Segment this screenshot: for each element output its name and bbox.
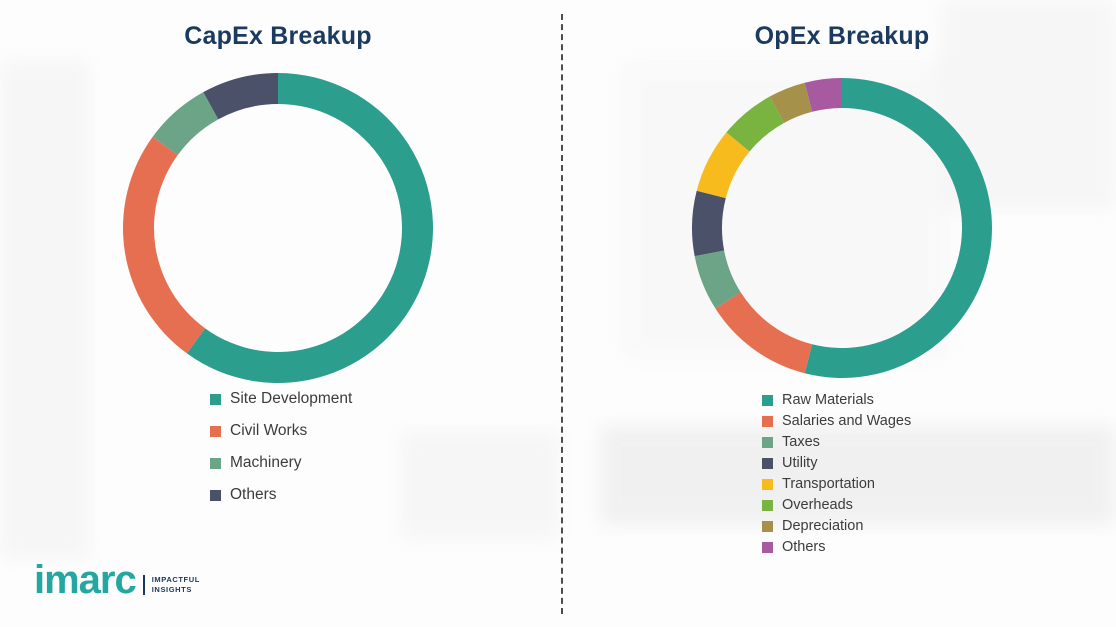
donut-segment-machinery (152, 92, 219, 156)
legend-swatch (210, 489, 221, 501)
imarc-logo-text: imarc (34, 558, 137, 602)
legend-swatch (762, 415, 773, 427)
legend-item: Transportation (762, 476, 911, 492)
legend-swatch (762, 436, 773, 448)
legend-label: Civil Works (230, 422, 308, 439)
legend-item: Salaries and Wages (762, 413, 911, 429)
imarc-logo-separator (142, 575, 145, 595)
legend-swatch (762, 478, 773, 490)
legend-item: Depreciation (762, 518, 911, 534)
legend-label: Overheads (782, 497, 853, 513)
imarc-tagline-line2: INSIGHTS (151, 585, 192, 594)
imarc-logo: imarc IMPACTFUL INSIGHTS (34, 560, 200, 600)
legend-item: Taxes (762, 434, 911, 450)
opex-legend: Raw Materials Salaries and Wages Taxes Util… (762, 392, 911, 555)
donut-segment-transportation (696, 132, 750, 199)
donut-segment-taxes (694, 250, 741, 309)
legend-label: Transportation (782, 476, 875, 492)
opex-chart-title: OpEx Breakup (754, 22, 930, 50)
legend-swatch (762, 541, 773, 553)
legend-label: Machinery (230, 454, 302, 471)
donut-segment-raw-materials (804, 78, 992, 378)
legend-label: Others (230, 486, 277, 503)
donut-segment-site-development (186, 73, 433, 383)
legend-label: Taxes (782, 434, 820, 450)
legend-swatch (762, 499, 773, 511)
legend-item: Others (762, 539, 911, 555)
donut-segment-salaries-and-wages (715, 292, 813, 374)
legend-label: Others (782, 539, 826, 555)
legend-swatch (762, 457, 773, 469)
legend-label: Depreciation (782, 518, 864, 534)
legend-label: Salaries and Wages (782, 413, 912, 429)
legend-item: Overheads (762, 497, 911, 513)
donut-segment-others (203, 73, 278, 120)
legend-label: Raw Materials (782, 392, 874, 408)
legend-item: Utility (762, 455, 911, 471)
imarc-logo-tagline: IMPACTFUL INSIGHTS (152, 575, 200, 595)
legend-swatch (210, 457, 221, 469)
dashed-divider (561, 14, 563, 614)
capex-chart-title: CapEx Breakup (184, 22, 372, 50)
donut-segment-overheads (726, 96, 785, 152)
legend-item: Raw Materials (762, 392, 911, 408)
capex-legend: Site Development Civil Works Machinery Othe… (210, 390, 352, 504)
legend-label: Utility (782, 455, 818, 471)
opex-donut-chart (692, 78, 992, 378)
legend-item: Civil Works (210, 422, 352, 440)
legend-swatch (210, 393, 221, 405)
legend-swatch (762, 520, 773, 532)
legend-item: Others (210, 486, 352, 504)
background-watermark (0, 60, 90, 560)
legend-item: Site Development (210, 390, 352, 408)
donut-segment-others (804, 78, 842, 112)
donut-segment-utility (692, 190, 726, 257)
background-watermark (400, 430, 560, 540)
donut-segment-civil-works (122, 136, 206, 354)
legend-item: Machinery (210, 454, 352, 472)
imarc-tagline-line1: IMPACTFUL (151, 574, 200, 584)
legend-label: Site Development (230, 390, 353, 407)
legend-swatch (210, 425, 221, 437)
capex-donut-chart (122, 73, 433, 383)
legend-swatch (762, 394, 773, 406)
donut-segment-depreciation (769, 82, 813, 123)
